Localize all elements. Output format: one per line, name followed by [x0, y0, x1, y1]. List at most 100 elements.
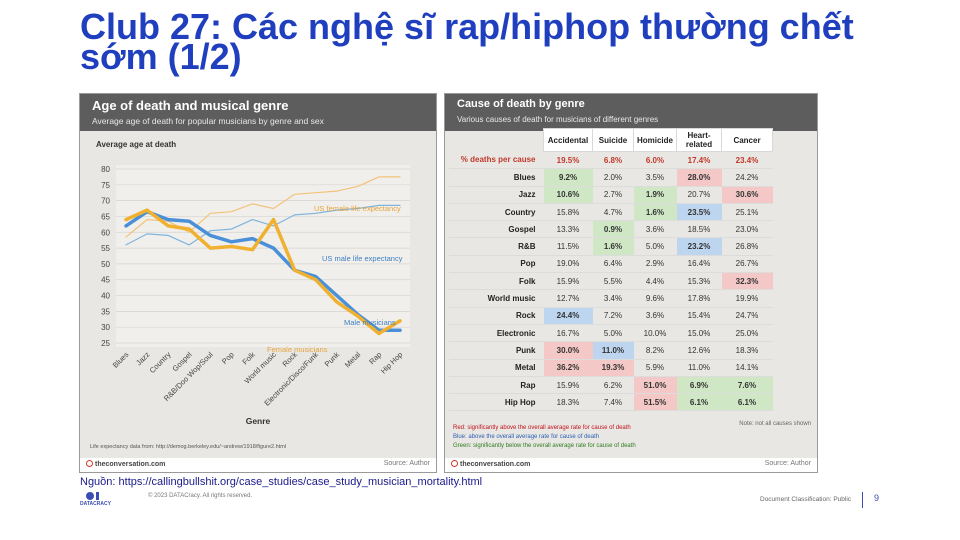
table-cell: 23.2% [676, 237, 722, 256]
y-tick-label: 40 [101, 292, 110, 301]
x-axis-title: Genre [246, 416, 271, 426]
table-cell: 15.0% [676, 324, 722, 343]
table-cell: 3.6% [633, 307, 677, 325]
series-line-us-male-life-expectancy [125, 204, 401, 246]
table-row: Electronic 16.7% 5.0% 10.0% 15.0% 25.0% [449, 324, 773, 343]
table-cell: 36.2% [543, 359, 593, 377]
table-row: Jazz 10.6% 2.7% 1.9% 20.7% 30.6% [449, 186, 773, 204]
table-cell: 3.4% [592, 289, 634, 308]
column-header: Cancer [721, 128, 773, 152]
table-cell: 6.4% [592, 255, 634, 274]
legend-green: Green: significantly below the overall a… [453, 443, 636, 449]
table-footer: theconversation.com Source: Author [445, 458, 817, 472]
table-row: Rap 15.9% 6.2% 51.0% 6.9% 7.6% [449, 376, 773, 395]
conversation-logo-icon [86, 460, 93, 467]
brand-label: theconversation.com [451, 460, 530, 468]
table-row: Blues 9.2% 2.0% 3.5% 28.0% 24.2% [449, 168, 773, 187]
table-row: Gospel 13.3% 0.9% 3.6% 18.5% 23.0% [449, 220, 773, 239]
table-cell: 2.9% [633, 255, 677, 274]
genre-label: Gospel [449, 220, 544, 239]
genre-label: Blues [449, 168, 544, 187]
table-row: Punk 30.0% 11.0% 8.2% 12.6% 18.3% [449, 341, 773, 360]
chart-title: Age of death and musical genre [92, 98, 289, 113]
age-of-death-chart-panel: Age of death and musical genre Average a… [79, 93, 437, 473]
table-cell: 6.0% [633, 151, 677, 170]
table-cell: 5.0% [592, 324, 634, 343]
table-cell: 7.2% [592, 307, 634, 325]
table-cell: 6.8% [592, 151, 634, 170]
table-cell: 10.0% [633, 324, 677, 343]
table-header: Cause of death by genre Various causes o… [445, 94, 817, 131]
y-tick-label: 75 [101, 181, 110, 190]
genre-label: Jazz [449, 186, 544, 204]
table-cell: 6.1% [721, 393, 773, 412]
chart-source: Source: Author [383, 460, 430, 467]
table-row: Country 15.8% 4.7% 1.6% 23.5% 25.1% [449, 203, 773, 222]
table-row: Hip Hop 18.3% 7.4% 51.5% 6.1% 6.1% [449, 393, 773, 412]
annotation-us-female: US female life expectancy [314, 204, 401, 213]
y-axis-title: Average age at death [96, 140, 176, 149]
color-legend: Red: significantly above the overall ave… [453, 424, 636, 451]
table-cell: 23.0% [721, 220, 773, 239]
table-cell: 1.6% [633, 203, 677, 222]
source-link[interactable]: Nguồn: https://callingbullshit.org/case_… [80, 476, 483, 488]
table-cell: 16.4% [676, 255, 722, 274]
chart-subtitle: Average age of death for popular musicia… [92, 116, 324, 126]
table-cell: 23.4% [721, 151, 773, 170]
table-cell: 26.8% [721, 237, 773, 256]
table-cell: 26.7% [721, 255, 773, 274]
table-cell: 6.1% [676, 393, 722, 412]
table-cell: 19.3% [592, 359, 634, 377]
annotation-female-musicians: Female musicians [267, 345, 328, 354]
table-subtitle: Various causes of death for musicians of… [457, 115, 659, 124]
cause-of-death-panel: Cause of death by genre Various causes o… [444, 93, 818, 473]
table-cell: 17.8% [676, 289, 722, 308]
chart-header: Age of death and musical genre Average a… [80, 94, 436, 131]
footnote: Life expectancy data from: http://demog.… [90, 444, 286, 450]
table-cell: 25.1% [721, 203, 773, 222]
table-cell: 18.3% [721, 341, 773, 360]
genre-column-header [449, 129, 544, 152]
slide-title: Club 27: Các nghệ sĩ rap/hiphop thường c… [80, 6, 854, 77]
table-cell: 17.4% [676, 151, 722, 170]
table-cell: 18.3% [543, 393, 593, 412]
table-cell: 7.6% [721, 376, 773, 395]
genre-label: Electronic [449, 324, 544, 343]
table-header-row: Accidental Suicide Homicide Heart-relate… [449, 128, 773, 152]
y-tick-label: 65 [101, 212, 110, 221]
y-tick-label: 30 [101, 323, 110, 332]
annotation-male-musicians: Male musicians [344, 318, 396, 327]
y-tick-label: 45 [101, 276, 110, 285]
table-title: Cause of death by genre [457, 98, 585, 110]
table-cell: 20.7% [676, 186, 722, 204]
table-row: Rock 24.4% 7.2% 3.6% 15.4% 24.7% [449, 307, 773, 325]
x-tick-label: Blues [111, 350, 131, 370]
table-cell: 7.4% [592, 393, 634, 412]
table-row: World music 12.7% 3.4% 9.6% 17.8% 19.9% [449, 289, 773, 308]
table-cell: 14.1% [721, 359, 773, 377]
age-of-death-line-chart: Average age at death Genre Life expectan… [90, 140, 410, 450]
table-cell: 1.9% [633, 186, 677, 204]
pct-row-label: % deaths per cause [449, 151, 544, 170]
table-cell: 15.9% [543, 376, 593, 395]
table-cell: 2.0% [592, 168, 634, 187]
genre-label: Rock [449, 307, 544, 325]
x-tick-label: Rap [367, 350, 383, 366]
datacracy-logo-icon [86, 492, 99, 500]
table-cell: 19.0% [543, 255, 593, 274]
y-tick-label: 50 [101, 260, 110, 269]
table-cell: 5.9% [633, 359, 677, 377]
series-line-us-female-life-expectancy [125, 176, 401, 238]
table-cell: 24.4% [543, 307, 593, 325]
table-cell: 4.7% [592, 203, 634, 222]
y-tick-label: 80 [101, 165, 110, 174]
x-tick-label: Country [148, 350, 173, 375]
table-row: R&B 11.5% 1.6% 5.0% 23.2% 26.8% [449, 237, 773, 256]
table-cell: 10.6% [543, 186, 593, 204]
table-cell: 8.2% [633, 341, 677, 360]
x-tick-label: Metal [343, 350, 363, 370]
table-cell: 28.0% [676, 168, 722, 187]
column-header: Homicide [633, 128, 677, 152]
conversation-logo-icon [451, 460, 458, 467]
table-cell: 15.9% [543, 272, 593, 291]
